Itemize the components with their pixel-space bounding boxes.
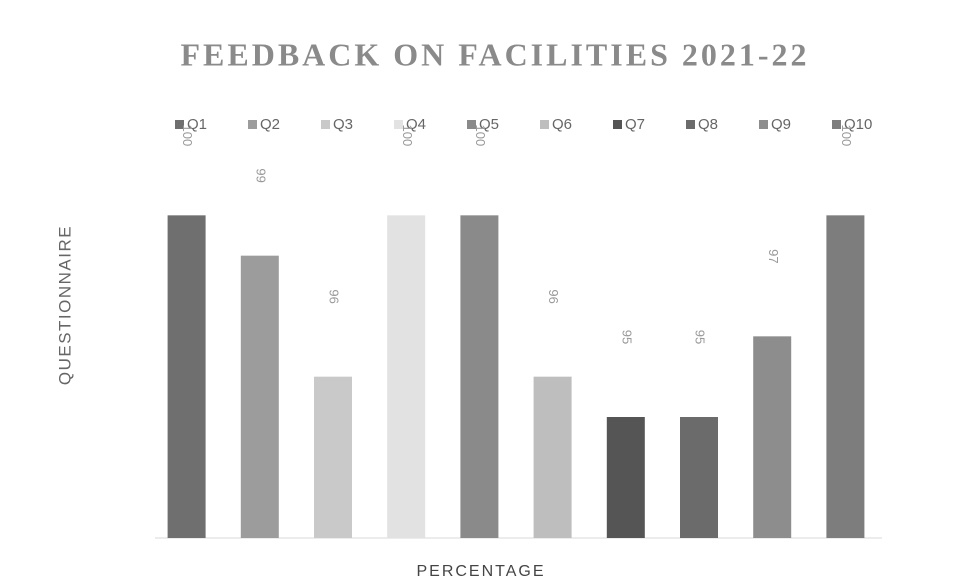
data-label: 97 — [766, 249, 781, 263]
data-label: 96 — [327, 289, 342, 303]
data-label: 96 — [546, 289, 561, 303]
bar — [240, 255, 279, 538]
legend-swatch — [248, 120, 257, 129]
bar — [460, 215, 499, 539]
y-axis-label: QUESTIONNAIRE — [55, 225, 74, 385]
data-label: 100 — [473, 124, 488, 146]
x-axis-label: PERCENTAGE — [416, 563, 545, 580]
legend-swatch — [540, 120, 549, 129]
legend-swatch — [832, 120, 841, 129]
data-label: 100 — [400, 124, 415, 146]
legend-label: Q10 — [844, 116, 872, 133]
bar — [314, 376, 352, 538]
data-label: 100 — [839, 124, 854, 146]
bar — [387, 215, 426, 539]
bar — [826, 215, 865, 539]
legend-label: Q9 — [771, 116, 791, 133]
legend-label: Q5 — [479, 116, 499, 133]
legend-label: Q4 — [406, 116, 426, 133]
bar — [680, 417, 718, 538]
legend-label: Q6 — [552, 116, 572, 133]
legend-label: Q2 — [260, 116, 280, 133]
legend-swatch — [686, 120, 695, 129]
legend-swatch — [467, 120, 476, 129]
bar — [533, 376, 572, 538]
legend-swatch — [759, 120, 768, 129]
data-label: 99 — [253, 168, 268, 182]
data-label: 95 — [619, 330, 634, 344]
legend-label: Q1 — [187, 116, 207, 133]
legend-label: Q3 — [333, 116, 353, 133]
bar — [753, 336, 792, 538]
legend-swatch — [175, 120, 184, 129]
chart-title: FEEDBACK ON FACILITIES 2021-22 — [180, 36, 809, 72]
legend-label: Q7 — [625, 116, 645, 133]
legend-label: Q8 — [698, 116, 718, 133]
bar — [167, 215, 206, 539]
legend-swatch — [321, 120, 330, 129]
legend-swatch — [394, 120, 403, 129]
data-label: 100 — [180, 124, 195, 146]
legend-swatch — [613, 120, 622, 129]
data-label: 95 — [693, 330, 708, 344]
bar — [606, 417, 645, 538]
